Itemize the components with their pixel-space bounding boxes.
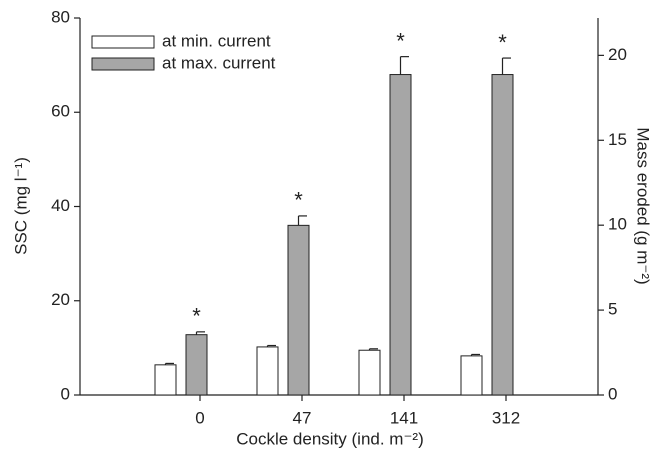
y-tick-label: 20 [51,290,70,309]
bar [358,349,381,396]
bar [256,346,279,396]
y2-tick-label: 15 [608,130,627,149]
x-tick-label: 141 [390,408,418,427]
significance-marker: * [396,28,405,53]
legend-swatch [91,57,155,71]
x-tick-label: 0 [195,408,204,427]
y-tick-label: 40 [51,196,70,215]
y2-tick-label: 20 [608,45,627,64]
y-tick-label: 80 [51,7,70,26]
y-axis-label: SSC (mg l⁻¹) [11,157,30,255]
y2-axis-label: Mass eroded (g m⁻²) [634,127,653,284]
x-axis-label: Cockle density (ind. m⁻²) [236,429,424,448]
x-tick-label: 47 [293,408,312,427]
significance-marker: * [192,304,201,329]
bar [389,74,412,396]
legend-label: at min. current [162,31,271,50]
y-tick-label: 0 [61,384,70,403]
legend-swatch [91,35,155,49]
y-tick-label: 60 [51,102,70,121]
x-tick-label: 312 [492,408,520,427]
bar [185,334,208,396]
y2-tick-label: 0 [608,384,617,403]
y2-tick-label: 5 [608,300,617,319]
significance-marker: * [294,188,303,213]
bar [287,224,310,396]
bar [491,74,514,396]
bar [460,355,483,396]
y2-tick-label: 10 [608,215,627,234]
significance-marker: * [498,30,507,55]
legend-label: at max. current [162,53,276,72]
bar [154,364,177,396]
